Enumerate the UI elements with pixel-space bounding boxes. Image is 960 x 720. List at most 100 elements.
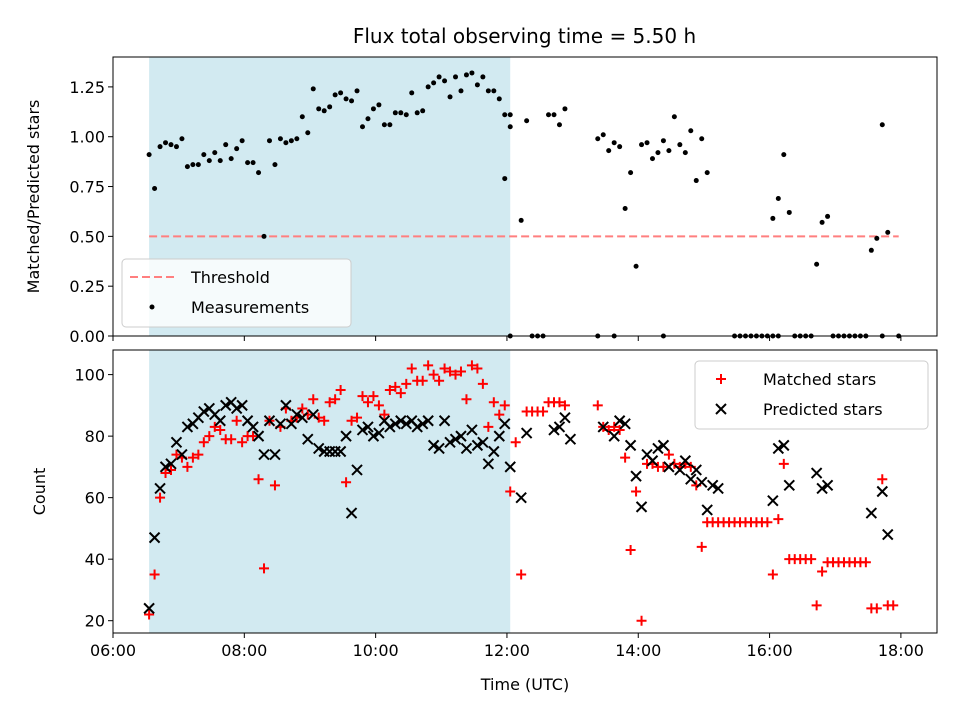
measurement-points: [146, 70, 902, 339]
predicted-star-point: [170, 436, 183, 448]
predicted-star-point: [515, 491, 527, 504]
predicted-star-point: [608, 430, 620, 442]
measurement-point: [453, 74, 459, 80]
predicted-star-point: [471, 439, 484, 452]
measurement-point: [617, 144, 623, 150]
matched-star-point: [494, 409, 505, 420]
predicted-star-point: [214, 415, 226, 427]
bottom-y-axis: 20 40 60 80 100: [74, 366, 113, 631]
predicted-legend-swatch: [715, 403, 727, 415]
matched-star-point: [620, 452, 631, 463]
matched-star-point: [773, 514, 784, 525]
top-x-axis: [112, 336, 902, 341]
predicted-star-point: [685, 473, 697, 485]
matched-star-point: [636, 615, 647, 626]
predicted-star-point: [258, 448, 270, 461]
measurement-point: [507, 112, 513, 118]
matched-star-point: [324, 397, 335, 408]
measurement-point: [644, 140, 650, 146]
predicted-star-point: [416, 418, 429, 430]
measurement-point: [354, 88, 360, 94]
matched-star-point: [149, 569, 160, 580]
y-tick-label: 0.00: [69, 327, 105, 346]
predicted-star-point: [772, 442, 785, 455]
matched-legend-label: Matched stars: [763, 370, 876, 389]
measurement-point: [693, 178, 699, 184]
predicted-star-point: [706, 479, 719, 492]
measurement-point: [819, 219, 825, 225]
matched-star-point: [155, 492, 166, 503]
measurement-point: [611, 140, 617, 146]
measurement-point: [704, 170, 710, 176]
matched-star-point: [384, 384, 395, 395]
measurement-point: [266, 138, 272, 144]
matched-star-point: [877, 474, 888, 485]
predicted-star-point: [816, 482, 828, 495]
y-tick-label: 0.25: [69, 277, 105, 296]
measurement-point: [223, 142, 229, 148]
matched-star-point: [499, 400, 510, 411]
measurement-point: [321, 108, 327, 114]
matched-star-point: [428, 369, 439, 380]
predicted-star-point: [143, 602, 155, 615]
matched-star-point: [455, 366, 466, 377]
measurement-point: [409, 90, 415, 96]
predicted-star-point: [247, 421, 259, 433]
matched-star-point: [401, 378, 412, 389]
measurement-point: [212, 150, 218, 156]
predicted-star-point: [230, 402, 243, 415]
matched-star-point: [516, 569, 527, 580]
x-axis-label: Time (UTC): [480, 675, 569, 694]
measurement-point: [518, 217, 524, 223]
matched-star-point: [330, 394, 341, 405]
measurement-point: [173, 144, 179, 150]
predicted-star-point: [313, 442, 325, 455]
matched-star-point: [406, 363, 417, 374]
bottom-x-axis: 06:00 08:00 10:00 12:00 14:00 16:00 18:00: [90, 633, 924, 660]
matched-star-point: [352, 412, 363, 423]
measurement-point: [502, 176, 508, 182]
matched-star-point: [806, 554, 817, 565]
predicted-star-point: [477, 436, 489, 448]
matched-star-point: [860, 557, 871, 568]
matched-star-point: [434, 375, 445, 386]
predicted-star-point: [181, 421, 194, 433]
bottom-legend-box: [694, 360, 929, 430]
matched-star-point: [248, 431, 259, 442]
top-legend: Threshold Measurements: [121, 258, 352, 328]
matched-star-point: [335, 384, 346, 395]
measurement-point: [234, 146, 240, 152]
measurement-point: [195, 162, 201, 168]
measurement-point: [507, 124, 513, 130]
measurement-point: [299, 114, 305, 120]
measurement-point: [261, 233, 267, 239]
bottom-shaded-region: [149, 350, 511, 633]
matched-star-point: [368, 391, 379, 402]
predicted-star-point: [493, 430, 505, 442]
predicted-star-point: [345, 507, 358, 519]
measurement-point: [885, 229, 891, 235]
predicted-star-point: [865, 507, 878, 519]
matched-star-point: [423, 360, 434, 371]
predicted-star-point: [783, 479, 795, 492]
measurement-point: [655, 150, 661, 156]
predicted-star-point: [613, 415, 626, 427]
measurement-point: [245, 160, 251, 166]
predicted-star-point: [821, 479, 834, 492]
measurement-point: [628, 170, 634, 176]
predicted-star-point: [291, 408, 303, 421]
predicted-star-point: [384, 421, 396, 433]
predicted-star-point: [778, 439, 790, 452]
measurement-point: [398, 110, 404, 116]
measurement-point: [420, 108, 426, 114]
y-tick-label: 1.25: [69, 78, 105, 97]
predicted-star-point: [876, 485, 888, 498]
matched-star-point: [592, 400, 603, 411]
measurement-point: [272, 162, 278, 168]
predicted-star-point: [252, 430, 265, 442]
top-panel: 0.00 0.25 0.50 0.75 1.00 1.25 Matched/Predict…: [24, 56, 938, 346]
predicted-star-point: [356, 424, 369, 436]
measurement-point: [502, 112, 508, 118]
measurement-point: [442, 78, 448, 84]
